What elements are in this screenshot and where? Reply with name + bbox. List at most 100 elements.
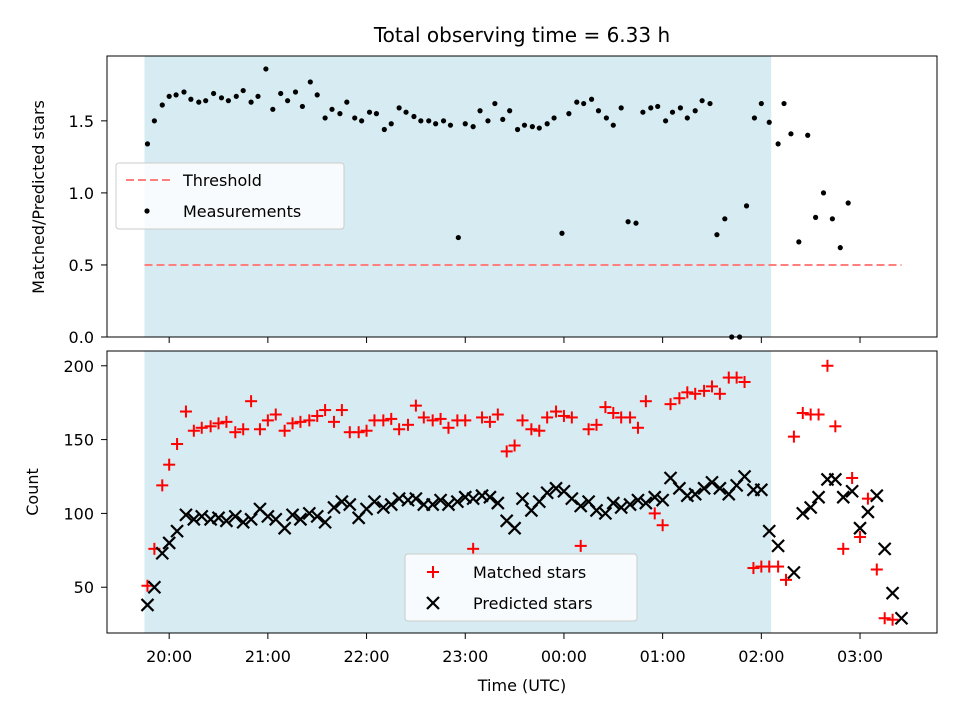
predicted-star-point bbox=[853, 521, 867, 535]
measurement-point bbox=[743, 203, 750, 209]
matched-star-point bbox=[459, 414, 472, 427]
matched-star-point bbox=[508, 439, 521, 452]
matched-star-point bbox=[476, 411, 489, 424]
measurement-point bbox=[344, 99, 350, 105]
measurement-point bbox=[477, 108, 483, 114]
predicted-star-point bbox=[335, 494, 349, 509]
measurement-point bbox=[714, 232, 720, 238]
predicted-star-point bbox=[754, 483, 769, 497]
predicted-star-point bbox=[483, 490, 497, 504]
predicted-star-point bbox=[187, 512, 201, 527]
measurement-point bbox=[388, 121, 394, 127]
measurement-point bbox=[699, 98, 705, 104]
predicted-star-point bbox=[310, 509, 324, 524]
bottom-x-ticks: 20:00 21:00 22:00 23:00 00:00 01:00 02:00 03:00 bbox=[146, 633, 883, 666]
predicted-star-point bbox=[589, 503, 604, 518]
predicted-star-point bbox=[705, 475, 719, 490]
measurement-point bbox=[233, 93, 239, 99]
measurement-point bbox=[529, 124, 535, 130]
matched-star-point bbox=[738, 376, 751, 389]
measurement-point bbox=[270, 106, 276, 112]
predicted-star-point bbox=[631, 493, 645, 507]
measurement-point bbox=[805, 132, 811, 138]
measurement-point bbox=[684, 115, 690, 121]
matched-star-point bbox=[796, 407, 809, 420]
measurement-point bbox=[692, 108, 698, 114]
measurement-point bbox=[595, 108, 602, 114]
measurement-points bbox=[144, 66, 851, 340]
measurement-point bbox=[603, 115, 609, 121]
matched-star-point bbox=[870, 563, 883, 576]
matched-stars-points bbox=[141, 359, 899, 626]
measurement-point bbox=[492, 100, 498, 107]
matched-star-point bbox=[705, 380, 718, 393]
top-x-ticks bbox=[168, 337, 861, 343]
matched-star-point bbox=[730, 371, 743, 384]
measurement-point bbox=[285, 98, 291, 104]
measurement-point bbox=[788, 131, 794, 137]
matched-star-point bbox=[886, 613, 899, 626]
measurement-point bbox=[278, 90, 284, 97]
matched-star-point bbox=[861, 492, 874, 505]
bottom-y-tick-label: 50 bbox=[74, 578, 94, 597]
measurement-point bbox=[447, 122, 454, 128]
predicted-star-point bbox=[573, 499, 588, 513]
measurement-point bbox=[751, 115, 758, 121]
bottom-panel: 50 100 150 200 20:00 21:00 22:00 23:00 00:00 01:… bbox=[23, 350, 938, 695]
measurement-point bbox=[314, 92, 320, 98]
measurement-point bbox=[588, 96, 595, 102]
predicted-star-point bbox=[540, 485, 554, 500]
measurement-point bbox=[203, 98, 209, 104]
matched-star-point bbox=[698, 384, 711, 397]
predicted-star-point bbox=[409, 491, 423, 506]
measurement-point bbox=[618, 105, 624, 111]
measurement-point bbox=[240, 87, 246, 94]
chart-title: Total observing time = 6.33 h bbox=[373, 23, 670, 47]
predicted-star-point bbox=[293, 512, 308, 527]
matched-star-point bbox=[582, 423, 595, 436]
measurement-point bbox=[813, 214, 819, 220]
measurements-legend-swatch bbox=[144, 208, 150, 214]
measurement-point bbox=[373, 111, 380, 117]
bottom-y-tick-label: 150 bbox=[63, 431, 94, 450]
matched-star-point bbox=[713, 387, 726, 400]
measurement-point bbox=[485, 118, 491, 124]
measurement-point bbox=[610, 122, 616, 128]
matched-star-point bbox=[171, 438, 184, 451]
top-y-tick-label: 0.5 bbox=[69, 256, 94, 275]
predicted-star-point bbox=[796, 506, 810, 521]
predicted-star-point bbox=[327, 500, 341, 515]
measurement-point bbox=[581, 100, 587, 107]
matched-star-point bbox=[261, 414, 274, 427]
top-panel: 0.0 0.5 1.0 1.5 Total observing time = 6.33… bbox=[29, 23, 938, 347]
top-y-tick-label: 0.0 bbox=[69, 328, 94, 347]
measurement-point bbox=[625, 219, 631, 225]
measurement-point bbox=[781, 100, 787, 107]
predicted-star-point bbox=[803, 500, 818, 515]
matched-star-point bbox=[311, 409, 324, 422]
matched-star-point bbox=[237, 423, 250, 436]
measurement-point bbox=[796, 239, 802, 245]
predicted-star-point bbox=[861, 505, 875, 519]
top-legend: Threshold Measurements bbox=[115, 162, 345, 230]
measurement-point bbox=[544, 121, 550, 127]
matched-star-point bbox=[854, 531, 867, 544]
measurement-point bbox=[196, 99, 202, 105]
matched-star-point bbox=[303, 414, 316, 427]
predicted-star-point bbox=[885, 586, 900, 600]
measurement-point bbox=[322, 115, 328, 121]
predicted-star-point bbox=[655, 493, 670, 507]
predicted-star-point bbox=[606, 496, 621, 510]
matched-star-point bbox=[550, 405, 563, 418]
predicted-star-point bbox=[194, 509, 209, 524]
matched-star-point bbox=[195, 421, 208, 434]
matched-star-point bbox=[516, 414, 529, 427]
measurement-point bbox=[352, 115, 358, 121]
measurement-point bbox=[758, 100, 764, 107]
matched-star-point bbox=[393, 423, 406, 436]
x-tick-label: 00:00 bbox=[541, 647, 587, 666]
matched-star-point bbox=[590, 418, 603, 431]
predicted-star-point bbox=[261, 509, 275, 524]
top-plot-frame bbox=[106, 55, 938, 338]
measurement-point bbox=[188, 96, 194, 102]
